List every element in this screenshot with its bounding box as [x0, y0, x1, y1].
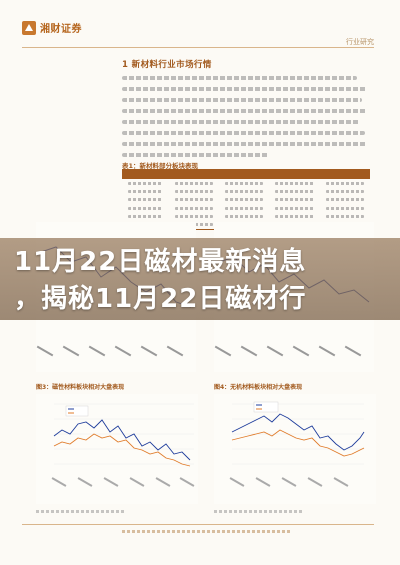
- footer-disclaimer: [122, 530, 292, 533]
- banner-line-1: 11月22日磁材最新消息: [14, 247, 307, 277]
- lower-left-chart: [36, 394, 198, 504]
- figure-caption-right: 图4：无机材料板块相对大盘表现: [214, 384, 303, 391]
- series-line-orange: [231, 429, 365, 457]
- table-row: [122, 212, 370, 220]
- series-line-orange: [53, 433, 191, 467]
- brand-logo-icon: [22, 20, 36, 35]
- footer-divider: [22, 524, 374, 525]
- gridlines: [54, 403, 194, 465]
- series-line-blue: [53, 419, 191, 461]
- date-tick-labels: [36, 345, 184, 357]
- sector-table: [122, 169, 370, 230]
- body-paragraph: [122, 76, 367, 164]
- legend-box: [65, 405, 89, 417]
- table-row: [122, 187, 370, 195]
- banner-line-2: ，揭秘11月22日磁材行: [14, 284, 307, 314]
- date-tick-labels: [51, 477, 195, 487]
- date-tick-labels: [214, 345, 362, 357]
- lower-left-chart-svg: [36, 394, 198, 504]
- banner-headline: 11月22日磁材最新消息 ，揭秘11月22日磁材行: [14, 244, 390, 318]
- title-banner: 11月22日磁材最新消息 ，揭秘11月22日磁材行: [0, 238, 400, 320]
- header-divider: [22, 47, 374, 48]
- lower-right-chart-svg: [214, 394, 376, 504]
- brand: 湘财证券: [22, 20, 82, 35]
- date-tick-labels: [229, 477, 349, 487]
- table-caption: 表1：新材料部分板块表现: [122, 162, 199, 170]
- lower-right-chart: [214, 394, 376, 504]
- brand-name: 湘财证券: [40, 24, 82, 35]
- figure-source-left: [36, 510, 126, 513]
- figure-source-right: [214, 510, 304, 513]
- section-title: 1 新材料行业市场行情: [122, 60, 212, 70]
- doc-type-label: 行业研究: [346, 38, 374, 46]
- figure-caption-left: 图3：磁性材料板块相对大盘表现: [36, 384, 125, 391]
- table-row: [122, 179, 370, 187]
- table-row: [122, 196, 370, 204]
- legend-box: [253, 401, 279, 413]
- table-row: [122, 204, 370, 212]
- series-line-blue: [231, 413, 365, 451]
- table-header: [122, 170, 370, 179]
